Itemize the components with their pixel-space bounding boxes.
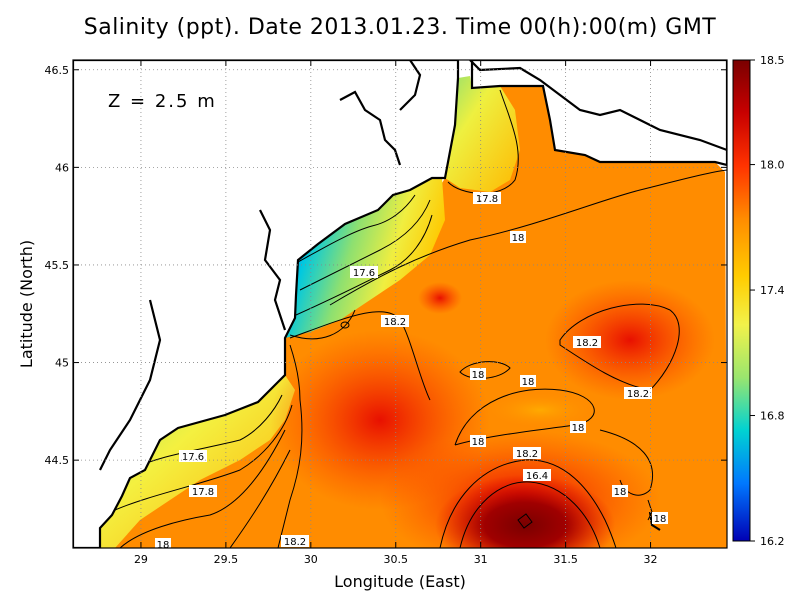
- x-axis-label: Longitude (East): [334, 572, 466, 591]
- contour-line: [277, 344, 303, 548]
- contour-label: 18.2: [284, 537, 306, 548]
- y-tick-label: 45.5: [45, 259, 70, 272]
- x-tick-label: 31.5: [553, 553, 578, 566]
- land-mass: [73, 60, 460, 548]
- contour-label-bg: [513, 447, 541, 459]
- contour-line: [299, 199, 431, 291]
- contour-label: 18: [614, 487, 627, 498]
- contour-label: 18: [512, 233, 525, 244]
- x-tick-label: 29.5: [214, 553, 239, 566]
- contour-line: [517, 513, 533, 529]
- contour-label-bg: [350, 266, 378, 278]
- contour-label: 18: [472, 370, 485, 381]
- contour-label: 17.8: [192, 487, 214, 498]
- colorbar-tick-label: 18.5: [760, 54, 785, 67]
- central-orange-tongue: [480, 390, 600, 430]
- colorbar-tick-label: 17.4: [760, 284, 785, 297]
- contour-line: [297, 194, 416, 263]
- contour-label: 18: [157, 540, 170, 551]
- contour-label-bg: [523, 469, 551, 481]
- contour-line: [599, 429, 654, 496]
- contour-label-bg: [612, 485, 628, 497]
- contour-line: [559, 303, 680, 391]
- contour-label: 18.2: [516, 449, 538, 460]
- southern-salinity-maximum: [435, 475, 615, 548]
- contour-label-bg: [624, 387, 652, 399]
- contour-line: [329, 169, 727, 306]
- north-shelf-area: [445, 76, 520, 192]
- contour-label: 18: [522, 377, 535, 388]
- coastline: [399, 60, 422, 111]
- x-tick-label: 29: [134, 553, 148, 566]
- land-mass: [470, 60, 727, 167]
- contour-line: [295, 214, 433, 316]
- colorbar-tick-label: 16.2: [760, 535, 785, 548]
- y-axis-label: Latitude (North): [17, 240, 36, 368]
- contour-line: [289, 309, 356, 340]
- contour-label-bg: [381, 315, 409, 327]
- y-tick-label: 45: [55, 357, 69, 370]
- contour-label-bg: [470, 435, 486, 447]
- y-tick-label: 46.5: [45, 64, 70, 77]
- colorbar-tick-label: 18.0: [760, 159, 785, 172]
- colorbar-tick-label: 16.8: [760, 410, 785, 423]
- x-tick-label: 31: [474, 553, 488, 566]
- plot-frame: [72, 59, 728, 549]
- coastline: [469, 60, 727, 152]
- contour-label: 18.2: [627, 389, 649, 400]
- contour-label: 17.8: [476, 194, 498, 205]
- x-tick-label: 30: [304, 553, 318, 566]
- contour-label-bg: [470, 368, 486, 380]
- x-tick-label: 30.5: [384, 553, 409, 566]
- contour-label: 16.4: [526, 471, 548, 482]
- y-tick-label: 44.5: [45, 454, 70, 467]
- contour-label-bg: [520, 375, 536, 387]
- contour-label-bg: [652, 512, 668, 524]
- x-tick-label: 32: [644, 553, 658, 566]
- contour-label-bg: [573, 336, 601, 348]
- contour-label: 17.6: [353, 268, 375, 279]
- north-red-spot: [418, 282, 462, 314]
- contour-label-bg: [570, 421, 586, 433]
- chart-title: Salinity (ppt). Date 2013.01.23. Time 00…: [83, 15, 717, 40]
- contour-label-bg: [155, 538, 171, 548]
- y-tick-label: 46: [55, 161, 69, 174]
- contour-line: [114, 404, 293, 511]
- contour-label-bg: [189, 485, 217, 497]
- coastline: [339, 90, 402, 166]
- contour-label: 17.6: [182, 452, 204, 463]
- contour-line: [447, 89, 519, 194]
- colorbar: [732, 59, 751, 542]
- contour-line: [439, 459, 617, 548]
- east-red-region: [545, 280, 715, 400]
- contour-line: [229, 449, 291, 548]
- contour-line: [119, 429, 286, 548]
- contour-line: [340, 321, 350, 329]
- contour-label: 18: [654, 514, 667, 525]
- contour-line: [129, 394, 283, 471]
- contour-line: [454, 388, 595, 446]
- contour-label: 18: [572, 423, 585, 434]
- contour-line: [459, 481, 601, 548]
- contour-label: 18: [472, 437, 485, 448]
- coastline: [99, 299, 162, 471]
- contour-label-bg: [179, 450, 207, 462]
- coastline: [259, 209, 287, 331]
- contour-label: 18.2: [576, 338, 598, 349]
- contour-label-bg: [281, 535, 309, 547]
- depth-label: Z = 2.5 m: [108, 91, 217, 112]
- contour-label-bg: [473, 192, 501, 204]
- contour-label: 18.2: [384, 317, 406, 328]
- contour-label-bg: [510, 231, 526, 243]
